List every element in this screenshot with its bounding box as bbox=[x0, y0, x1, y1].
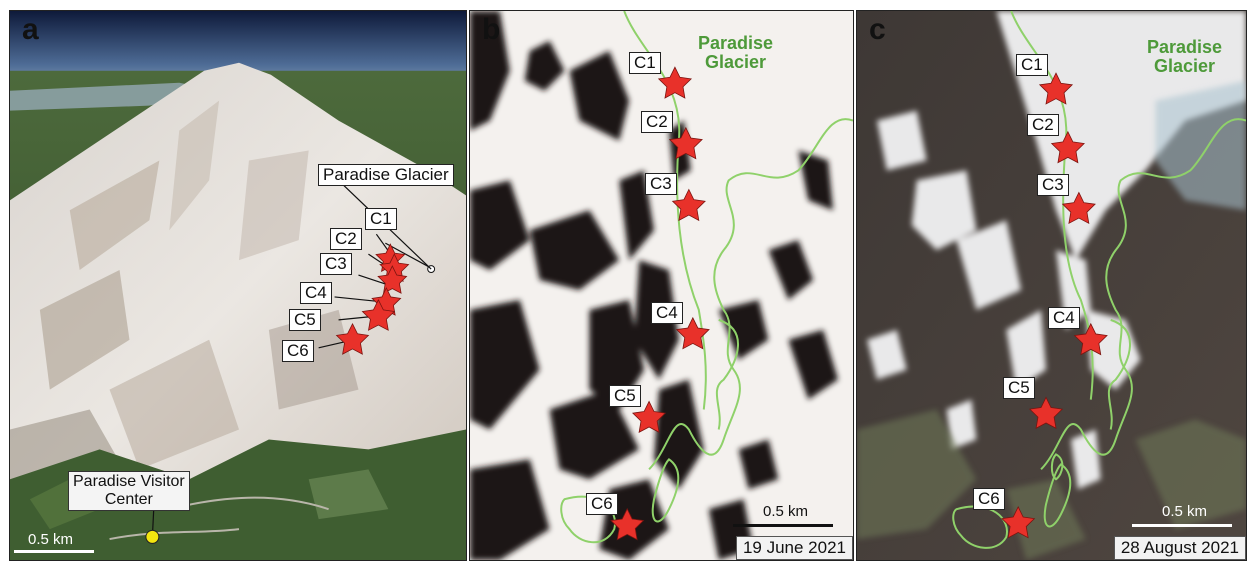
panel-c-august-image: c Paradise Glacier C1 C2 C3 C4 C5 C6 0.5… bbox=[856, 10, 1247, 561]
panel-b-june-image: b Paradise Glacier C1 C2 C3 C4 C5 C6 0.5… bbox=[469, 10, 854, 561]
panel-a-oblique-view: a Paradise Glacier C1 C2 C3 C4 C5 C6 Par… bbox=[9, 10, 467, 561]
star-icon bbox=[377, 265, 408, 294]
scale-bar-c-text: 0.5 km bbox=[1162, 503, 1208, 520]
paradise-glacier-label-b: Paradise Glacier bbox=[698, 34, 773, 72]
scale-bar-a-line bbox=[14, 550, 94, 553]
camera-label-c3: C3 bbox=[320, 253, 352, 275]
scale-bar-c-line bbox=[1132, 524, 1232, 527]
glacier-name-line2-c: Glacier bbox=[1154, 56, 1216, 76]
star-icon bbox=[671, 188, 706, 222]
star-icon bbox=[1001, 505, 1036, 539]
glacier-name-line2-b: Glacier bbox=[705, 52, 767, 72]
glacier-name-line1-c: Paradise bbox=[1147, 37, 1223, 57]
camera-label-c6-c: C6 bbox=[973, 488, 1005, 510]
panel-b-markers bbox=[610, 66, 710, 541]
camera-label-c1-b: C1 bbox=[629, 52, 661, 74]
camera-label-c2-c: C2 bbox=[1027, 114, 1059, 136]
satellite-image-june bbox=[470, 11, 853, 560]
visitor-center-label: Paradise Visitor Center bbox=[68, 471, 190, 511]
paradise-glacier-label: Paradise Glacier bbox=[318, 164, 454, 186]
camera-label-c5-b: C5 bbox=[609, 385, 641, 407]
panel-letter-b: b bbox=[482, 13, 501, 46]
panel-c-markers bbox=[1001, 72, 1108, 539]
star-icon bbox=[1038, 72, 1074, 105]
star-icon bbox=[610, 507, 645, 541]
camera-label-c4: C4 bbox=[300, 282, 332, 304]
star-icon bbox=[1073, 322, 1108, 356]
panel-letter-a: a bbox=[22, 13, 39, 46]
camera-label-c3-c: C3 bbox=[1037, 174, 1069, 196]
star-icon bbox=[1050, 130, 1085, 164]
star-icon bbox=[657, 66, 693, 99]
scale-bar-c: 0.5 km bbox=[1132, 503, 1232, 527]
camera-label-c6: C6 bbox=[282, 340, 314, 362]
star-icon bbox=[1028, 396, 1064, 429]
star-icon bbox=[1061, 191, 1096, 225]
camera-label-c4-c: C4 bbox=[1048, 307, 1080, 329]
camera-label-c1-c: C1 bbox=[1016, 54, 1048, 76]
panel-letter-c: c bbox=[869, 13, 886, 46]
image-date-b: 19 June 2021 bbox=[735, 536, 853, 560]
visitor-center-line2: Center bbox=[104, 491, 153, 508]
scale-bar-b-line bbox=[733, 524, 833, 527]
scale-bar-a-text: 0.5 km bbox=[28, 531, 74, 548]
camera-label-c1: C1 bbox=[365, 208, 397, 230]
camera-label-c4-b: C4 bbox=[651, 302, 683, 324]
star-icon bbox=[668, 126, 703, 160]
glacier-name-line1-b: Paradise bbox=[698, 33, 774, 53]
scale-bar-b-text: 0.5 km bbox=[763, 503, 809, 520]
paradise-glacier-label-c: Paradise Glacier bbox=[1147, 38, 1222, 76]
visitor-center-line1: Paradise Visitor bbox=[73, 473, 185, 490]
star-icon bbox=[335, 322, 370, 355]
camera-label-c2: C2 bbox=[330, 228, 362, 250]
satellite-image-august bbox=[857, 11, 1246, 560]
camera-label-c3-b: C3 bbox=[645, 173, 677, 195]
star-icon bbox=[631, 400, 667, 433]
circle-marker-icon bbox=[145, 529, 160, 544]
image-date-c: 28 August 2021 bbox=[1113, 536, 1246, 560]
star-icon bbox=[675, 316, 710, 350]
scale-bar-b: 0.5 km bbox=[733, 503, 833, 527]
camera-label-c5: C5 bbox=[289, 309, 321, 331]
camera-label-c6-b: C6 bbox=[586, 493, 618, 515]
camera-label-c5-c: C5 bbox=[1003, 377, 1035, 399]
panel-a-markers bbox=[145, 243, 410, 544]
scale-bar-a: 0.5 km bbox=[14, 531, 94, 553]
star-icon bbox=[361, 299, 396, 331]
camera-label-c2-b: C2 bbox=[641, 111, 673, 133]
